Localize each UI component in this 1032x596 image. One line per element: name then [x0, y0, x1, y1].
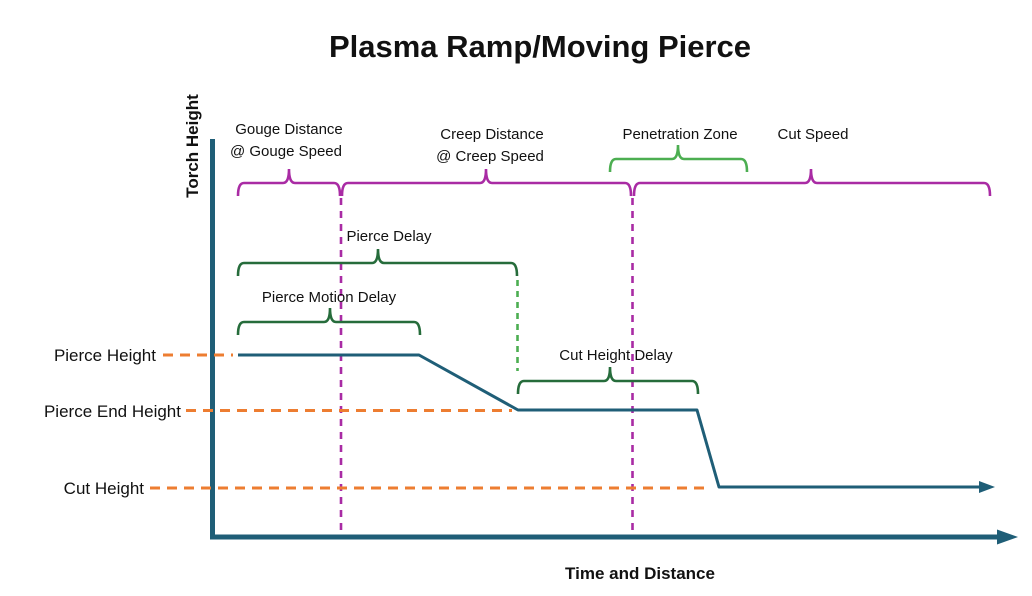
gouge-distance-brace — [236, 168, 342, 197]
penetration-zone-brace — [608, 144, 749, 173]
pierce-height-label: Pierce Height — [54, 346, 156, 365]
gouge-distance-label-line2: @ Gouge Speed — [230, 143, 342, 160]
creep-distance-label-line2: @ Creep Speed — [436, 148, 544, 165]
gouge-distance-label-line1: Gouge Distance — [235, 121, 343, 138]
creep-distance-label-line1: Creep Distance — [440, 126, 543, 143]
x-axis-label: Time and Distance — [565, 564, 715, 583]
x-axis-arrowhead-icon — [997, 529, 1018, 545]
pierce-end-height-label: Pierce End Height — [44, 402, 181, 421]
pierce-motion-delay-label: Pierce Motion Delay — [262, 289, 397, 306]
cut-speed-label: Cut Speed — [778, 126, 849, 143]
cut-height-delay-label: Cut Height Delay — [559, 347, 673, 364]
pierce-delay-brace — [236, 248, 519, 277]
diagram-title: Plasma Ramp/Moving Pierce — [329, 29, 751, 64]
creep-distance-brace — [340, 168, 633, 197]
pierce-delay-label: Pierce Delay — [346, 228, 432, 245]
penetration-zone-label: Penetration Zone — [622, 126, 737, 143]
y-axis-label: Torch Height — [183, 94, 202, 198]
pierce-motion-delay-brace — [236, 307, 422, 336]
cut-speed-brace — [632, 168, 992, 197]
cut-height-delay-brace — [516, 366, 700, 395]
cut-height-label: Cut Height — [64, 479, 145, 498]
torch-height-profile-line — [238, 353, 981, 489]
profile-arrowhead-icon — [979, 481, 995, 493]
